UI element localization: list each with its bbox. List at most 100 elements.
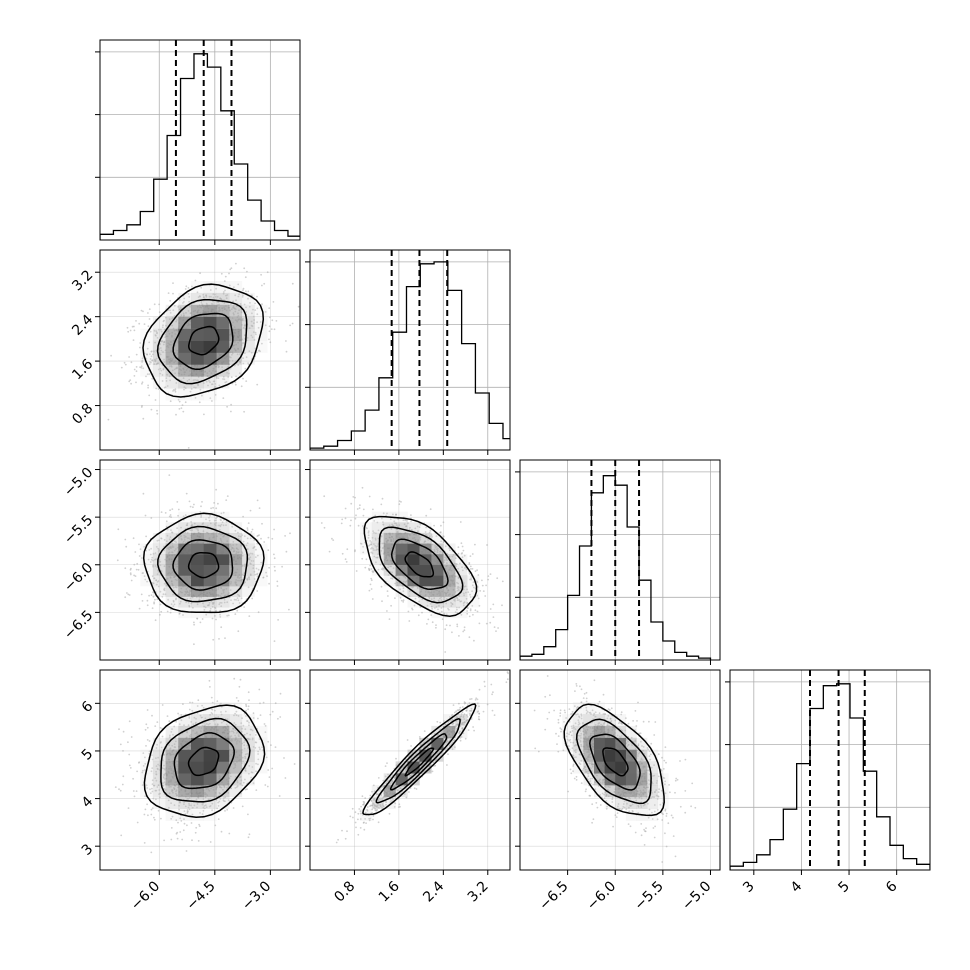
- scatter-point: [251, 738, 254, 741]
- scatter-point: [213, 519, 216, 522]
- scatter-point: [163, 764, 165, 767]
- scatter-point: [456, 611, 459, 614]
- scatter-point: [445, 597, 448, 600]
- scatter-point: [229, 589, 232, 591]
- scatter-point: [456, 608, 458, 611]
- scatter-point: [365, 558, 368, 561]
- scatter-point: [156, 337, 159, 339]
- density-cell: [383, 554, 396, 565]
- scatter-point: [247, 522, 250, 524]
- scatter-point: [364, 566, 367, 569]
- scatter-point: [447, 607, 449, 610]
- scatter-point: [186, 524, 189, 527]
- scatter-point: [152, 564, 154, 567]
- scatter-point: [158, 539, 160, 542]
- scatter-point: [162, 343, 165, 346]
- scatter-point: [461, 545, 464, 548]
- scatter-point: [209, 607, 212, 610]
- scatter-point: [399, 596, 402, 599]
- scatter-point: [375, 549, 377, 551]
- scatter-point: [369, 564, 371, 567]
- scatter-point: [150, 355, 153, 358]
- scatter-point: [463, 629, 466, 632]
- scatter-point: [172, 593, 175, 596]
- scatter-point: [153, 602, 156, 605]
- scatter-point: [394, 597, 396, 599]
- scatter-point: [271, 767, 274, 770]
- scatter-point: [215, 618, 217, 621]
- density-cell: [229, 586, 243, 597]
- density-cell: [395, 532, 408, 544]
- density-cell: [216, 564, 230, 576]
- scatter-point: [163, 587, 166, 590]
- scatter-point: [157, 368, 160, 371]
- scatter-point: [150, 851, 153, 854]
- scatter-point: [370, 551, 373, 554]
- density-cell: [407, 575, 420, 587]
- scatter-point: [202, 806, 205, 809]
- scatter-point: [146, 580, 149, 583]
- scatter-point: [362, 525, 364, 527]
- scatter-point: [253, 578, 256, 580]
- scatter-point: [220, 713, 223, 716]
- scatter-point: [228, 272, 230, 275]
- scatter-point: [242, 362, 245, 365]
- scatter-point: [169, 309, 171, 312]
- scatter-point: [205, 295, 208, 298]
- scatter-point: [442, 535, 445, 538]
- scatter-point: [214, 293, 216, 296]
- scatter-point: [474, 543, 476, 546]
- density-cell: [178, 596, 192, 608]
- scatter-point: [165, 520, 168, 523]
- scatter-point: [136, 821, 139, 824]
- scatter-point: [208, 379, 210, 382]
- scatter-point: [201, 501, 203, 503]
- scatter-point: [220, 519, 222, 522]
- scatter-point: [375, 546, 378, 548]
- scatter-point: [428, 596, 431, 599]
- scatter-point: [193, 386, 196, 389]
- scatter-point: [215, 517, 217, 520]
- scatter-point: [172, 292, 174, 295]
- scatter-point: [425, 526, 427, 529]
- scatter-point: [177, 398, 180, 401]
- scatter-point: [152, 552, 155, 555]
- scatter-point: [186, 522, 189, 525]
- scatter-point: [194, 279, 197, 282]
- density-cell: [443, 575, 456, 587]
- scatter-point: [285, 350, 288, 353]
- density-cell: [241, 316, 255, 329]
- scatter-point: [122, 775, 125, 778]
- scatter-point: [160, 369, 163, 372]
- scatter-point: [471, 584, 474, 587]
- scatter-point: [460, 613, 463, 616]
- scatter-point: [142, 752, 145, 754]
- scatter-point: [153, 818, 156, 821]
- scatter-point: [350, 502, 353, 505]
- scatter-point: [149, 788, 151, 791]
- scatter-point: [237, 283, 240, 286]
- scatter-point: [374, 514, 377, 517]
- density-cell: [178, 364, 192, 377]
- scatter-point: [257, 758, 260, 761]
- scatter-point: [163, 565, 166, 568]
- scatter-point: [149, 561, 152, 563]
- scatter-point: [417, 614, 420, 617]
- scatter-point: [382, 512, 385, 515]
- scatter-point: [380, 503, 383, 506]
- scatter-point: [373, 549, 375, 551]
- scatter-point: [243, 410, 246, 413]
- scatter-point: [162, 351, 164, 353]
- scatter-point: [194, 397, 197, 399]
- scatter-point: [244, 788, 247, 791]
- scatter-point: [462, 604, 465, 607]
- scatter-point: [223, 280, 226, 282]
- scatter-point: [151, 758, 154, 761]
- scatter-point: [188, 717, 191, 719]
- density-cell: [178, 292, 192, 306]
- scatter-point: [374, 539, 377, 541]
- scatter-point: [222, 397, 225, 399]
- scatter-point: [210, 507, 213, 510]
- scatter-point: [219, 529, 221, 531]
